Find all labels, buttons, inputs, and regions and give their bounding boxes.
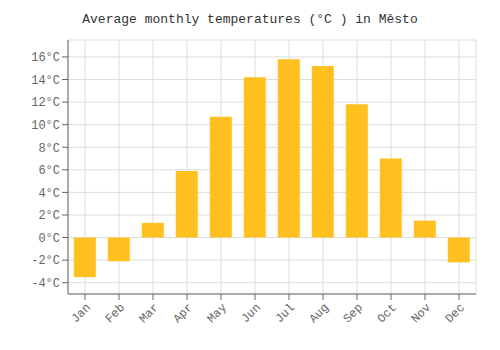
svg-text:Feb: Feb [103, 301, 128, 326]
svg-text:Dec: Dec [443, 301, 468, 326]
svg-text:Jun: Jun [239, 301, 264, 326]
svg-text:-4°C: -4°C [31, 277, 60, 291]
svg-text:Nov: Nov [409, 301, 434, 326]
svg-text:0°C: 0°C [38, 232, 60, 246]
svg-text:-2°C: -2°C [31, 254, 60, 268]
svg-text:14°C: 14°C [31, 74, 60, 88]
svg-text:Jul: Jul [273, 301, 298, 326]
svg-text:Aug: Aug [307, 301, 332, 326]
svg-text:Sep: Sep [341, 301, 366, 326]
svg-text:8°C: 8°C [38, 142, 60, 156]
svg-text:Mar: Mar [137, 301, 162, 326]
svg-text:4°C: 4°C [38, 187, 60, 201]
svg-text:6°C: 6°C [38, 164, 60, 178]
svg-text:16°C: 16°C [31, 51, 60, 65]
svg-text:2°C: 2°C [38, 209, 60, 223]
svg-text:May: May [205, 301, 230, 326]
svg-text:Jan: Jan [69, 301, 94, 326]
svg-text:Apr: Apr [171, 301, 196, 326]
html-text:Average monthly temperatures (: Average monthly temperatures (°C ) in Mě… [82, 12, 418, 27]
svg-text:Oct: Oct [375, 301, 400, 326]
svg-text:12°C: 12°C [31, 96, 60, 110]
svg-text:10°C: 10°C [31, 119, 60, 133]
